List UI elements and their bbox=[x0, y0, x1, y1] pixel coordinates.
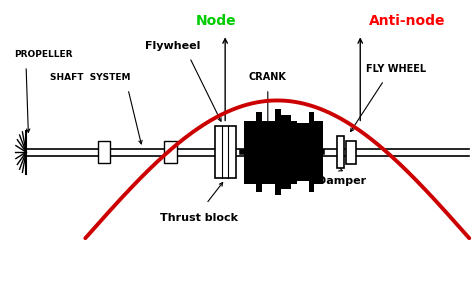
Bar bbox=[262, 121, 275, 184]
Text: Damper: Damper bbox=[317, 176, 366, 186]
Bar bbox=[164, 141, 177, 163]
Text: SHAFT  SYSTEM: SHAFT SYSTEM bbox=[50, 73, 130, 82]
Bar bbox=[297, 123, 309, 181]
Bar bbox=[291, 121, 297, 184]
Bar bbox=[256, 112, 262, 192]
Text: Anti-node: Anti-node bbox=[369, 14, 446, 28]
Bar bbox=[281, 115, 291, 189]
Text: Thrust block: Thrust block bbox=[160, 213, 238, 223]
Bar bbox=[275, 109, 281, 195]
Text: CRANK: CRANK bbox=[249, 73, 287, 82]
Text: Flywheel: Flywheel bbox=[146, 41, 201, 51]
Bar bbox=[98, 141, 110, 163]
Bar bbox=[346, 141, 356, 164]
Text: Node: Node bbox=[195, 14, 236, 28]
Bar bbox=[337, 136, 344, 168]
Bar bbox=[314, 121, 323, 184]
Text: PROPELLER: PROPELLER bbox=[14, 50, 73, 59]
Bar bbox=[244, 121, 256, 184]
Bar bbox=[309, 112, 314, 192]
Bar bbox=[215, 126, 236, 178]
Text: FLY WHEEL: FLY WHEEL bbox=[366, 64, 426, 74]
